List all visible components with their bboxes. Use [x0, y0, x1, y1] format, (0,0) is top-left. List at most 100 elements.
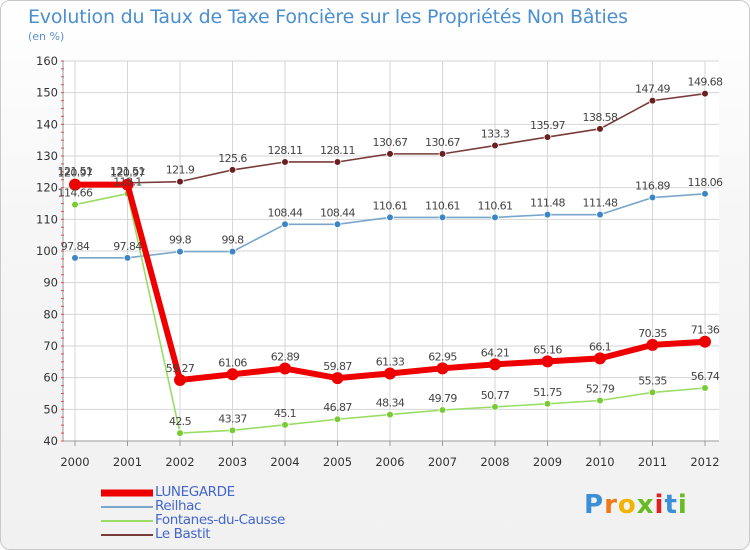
data-point: [646, 338, 659, 351]
data-label: 128.11: [268, 144, 303, 157]
legend-label: LUNEGARDE: [155, 484, 235, 500]
data-point: [491, 213, 499, 222]
data-point: [543, 133, 552, 141]
y-tick-label: 130: [36, 149, 58, 163]
y-tick-label: 150: [36, 86, 58, 100]
data-point: [228, 166, 237, 174]
data-label: 42.5: [169, 415, 192, 428]
data-point: [438, 406, 447, 414]
data-label: 71.36: [691, 324, 720, 337]
data-point: [71, 200, 79, 209]
data-label: 110.61: [425, 199, 460, 212]
data-point: [176, 429, 184, 437]
data-label: 108.44: [320, 206, 355, 219]
data-label: 128.11: [320, 144, 355, 157]
x-tick-label: 2010: [585, 455, 614, 469]
x-tick-label: 2007: [428, 455, 457, 469]
x-tick-label: 2004: [270, 455, 299, 469]
data-label: 99.8: [221, 234, 244, 247]
data-label: 70.35: [638, 327, 667, 340]
data-label: 111.48: [530, 197, 565, 210]
data-point: [384, 367, 396, 380]
data-label: 55.35: [638, 374, 667, 387]
y-tick-label: 60: [43, 371, 58, 385]
data-label: 45.1: [274, 407, 296, 420]
data-point: [228, 247, 237, 256]
data-label: 121.51: [58, 165, 93, 178]
data-point: [491, 403, 499, 411]
data-point: [701, 384, 709, 392]
legend-swatch: [101, 506, 153, 508]
x-tick-label: 2001: [113, 455, 142, 469]
data-label: 133.3: [481, 128, 510, 141]
data-point: [176, 247, 184, 256]
data-label: 64.21: [481, 346, 510, 359]
data-point: [596, 210, 604, 219]
data-label: 52.79: [586, 382, 615, 395]
legend-swatch: [101, 534, 153, 536]
legend-label: Le Bastit: [155, 526, 211, 542]
data-point: [386, 150, 394, 158]
data-label: 110.61: [478, 199, 513, 212]
data-label: 61.06: [218, 356, 247, 369]
data-point: [543, 399, 552, 408]
data-point: [123, 254, 132, 262]
data-label: 62.95: [428, 350, 457, 363]
data-point: [69, 178, 81, 191]
data-label: 121.9: [166, 164, 195, 177]
x-tick-label: 2011: [638, 455, 667, 469]
data-point: [174, 373, 186, 386]
data-point: [648, 388, 657, 397]
data-label: 138.58: [583, 111, 618, 124]
data-point: [279, 362, 291, 375]
legend-swatch: [101, 520, 153, 522]
y-tick-label: 100: [36, 244, 58, 258]
data-label: 59.27: [166, 362, 195, 375]
data-point: [281, 220, 289, 229]
data-point: [541, 355, 554, 368]
data-label: 111.48: [583, 197, 618, 210]
data-label: 118.1: [113, 176, 142, 189]
data-label: 99.8: [169, 234, 192, 247]
data-point: [436, 362, 449, 375]
legend-label: Reilhac: [155, 498, 202, 514]
data-label: 50.77: [481, 389, 510, 402]
data-label: 62.89: [271, 351, 300, 364]
data-label: 121.51: [110, 165, 145, 178]
y-tick-label: 40: [43, 434, 58, 448]
data-label: 147.49: [635, 83, 670, 96]
data-point: [176, 177, 184, 186]
data-label: 46.87: [323, 401, 352, 414]
data-point: [648, 96, 657, 105]
y-tick-label: 110: [36, 212, 58, 226]
data-point: [596, 125, 604, 133]
data-label: 149.68: [688, 76, 723, 89]
x-tick-label: 2003: [218, 455, 247, 469]
x-tick-label: 2000: [60, 455, 89, 469]
x-tick-label: 2002: [165, 455, 194, 469]
data-point: [438, 213, 447, 222]
data-label: 66.1: [589, 340, 611, 353]
data-point: [121, 178, 134, 191]
data-label: 130.67: [425, 136, 460, 149]
legend-label: Fontanes-du-Causse: [155, 512, 285, 528]
data-label: 51.75: [533, 386, 562, 399]
y-tick-label: 70: [43, 339, 58, 353]
data-label: 108.44: [268, 206, 303, 219]
data-label: 59.87: [323, 360, 352, 373]
data-label: 97.84: [113, 240, 142, 253]
y-axis-unit: (en %): [28, 30, 65, 43]
data-point: [333, 158, 342, 166]
data-point: [281, 158, 289, 166]
x-tick-label: 2009: [533, 455, 562, 469]
data-label: 120.97: [58, 167, 93, 180]
data-label: 56.74: [691, 370, 720, 383]
x-tick-label: 2005: [323, 455, 352, 469]
data-point: [281, 421, 289, 429]
x-tick-label: 2008: [480, 455, 509, 469]
data-label: 43.37: [218, 412, 247, 425]
data-point: [594, 352, 606, 365]
y-tick-label: 120: [36, 181, 58, 195]
